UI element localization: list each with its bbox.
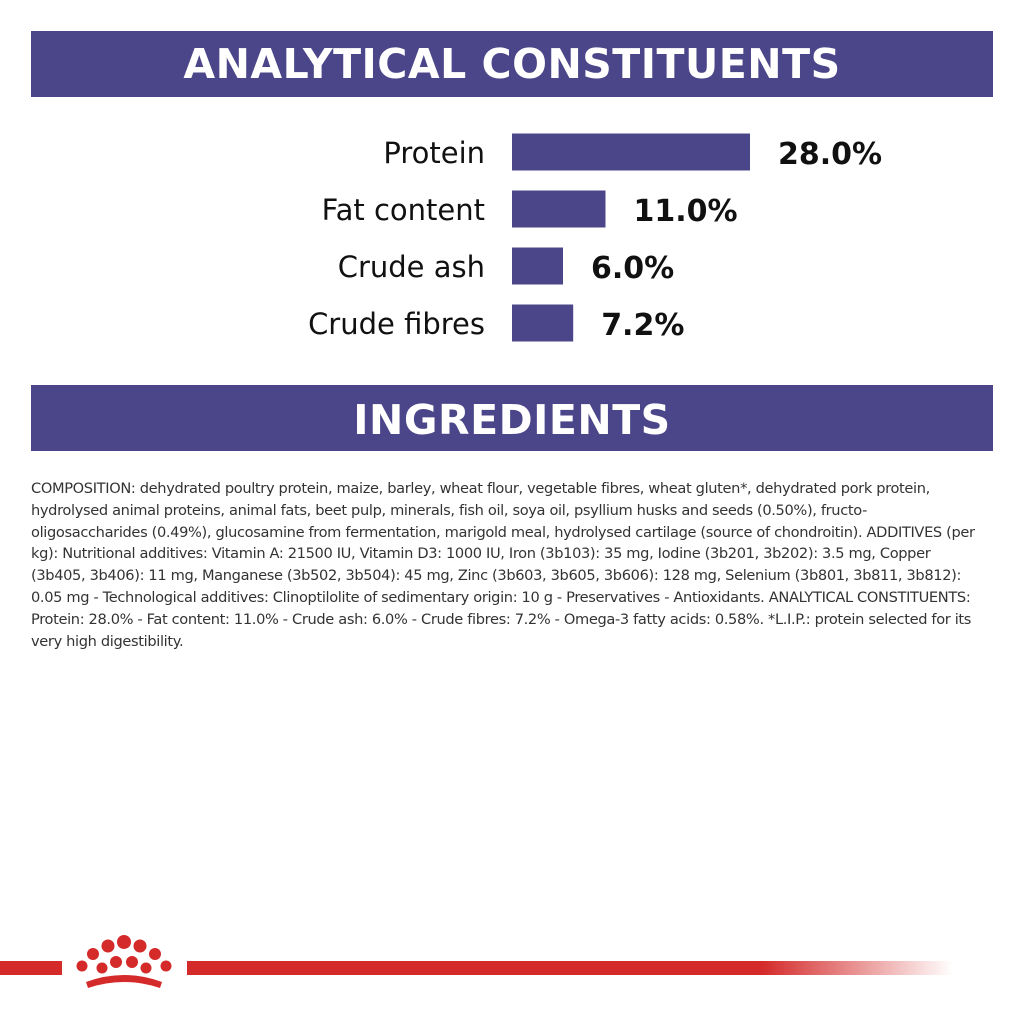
footer-red-line-left	[0, 961, 62, 975]
analytical-constituents-banner: ANALYTICAL CONSTITUENTS	[31, 31, 993, 97]
footer-red-line-right	[187, 961, 953, 975]
chart-marks: Protein 28.0% Fat content 11.0% Crude ash 6.0…	[308, 133, 882, 343]
ingredients-banner: INGREDIENTS	[31, 385, 993, 451]
crown-logo-icon	[76, 935, 172, 988]
bar	[512, 190, 606, 228]
bar-value-label: 11.0%	[634, 194, 738, 229]
bar	[512, 133, 750, 171]
bar-label: Crude ash	[338, 250, 485, 284]
bar-label: Crude fibres	[308, 307, 485, 341]
bar	[512, 247, 563, 285]
bar-label: Fat content	[322, 193, 485, 227]
bar	[512, 304, 574, 342]
bar-label: Protein	[383, 136, 485, 170]
composition-text: COMPOSITION: dehydrated poultry protein,…	[31, 480, 975, 650]
bar-value-label: 7.2%	[601, 308, 684, 343]
bar-value-label: 6.0%	[591, 251, 674, 286]
bar-value-label: 28.0%	[778, 137, 882, 172]
constituents-bar-chart: Protein 28.0% Fat content 11.0% Crude ash 6.0…	[308, 133, 882, 343]
